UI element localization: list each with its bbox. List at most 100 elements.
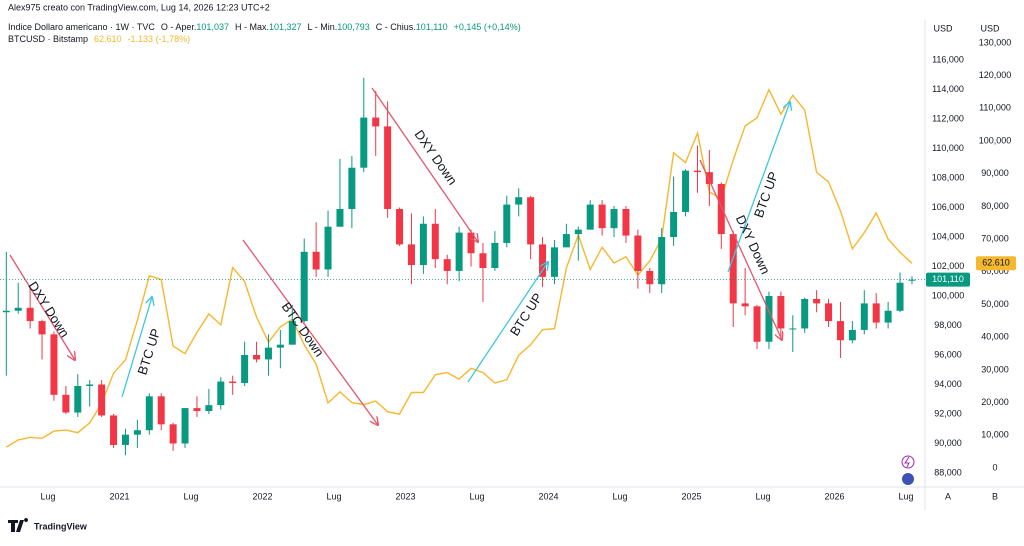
candle-body xyxy=(98,384,106,416)
author: Alex975 creato con TradingView.com, Lug … xyxy=(8,2,270,12)
y2-tick-label: 0 xyxy=(992,462,997,472)
candle-body xyxy=(610,209,618,229)
candle-body xyxy=(181,408,189,444)
annotation: BTC UP xyxy=(134,327,163,377)
candle-body xyxy=(443,259,451,271)
candle-body xyxy=(372,117,380,127)
x-tick-label: Lug xyxy=(612,491,627,501)
y2-tick-label: 40,000 xyxy=(981,332,1009,342)
y-tick-label: 98,000 xyxy=(934,320,962,330)
event-icon-bolt xyxy=(904,456,910,468)
candle-body xyxy=(825,303,833,322)
candle-body xyxy=(741,303,749,307)
legend-item: 101,327 xyxy=(269,22,302,32)
candle-body xyxy=(515,197,523,205)
candle-body xyxy=(241,355,249,384)
y2-tick-label: 70,000 xyxy=(981,234,1009,244)
x-tick-label: Lug xyxy=(326,491,341,501)
y2-tick-label: 100,000 xyxy=(979,135,1012,145)
legend-item: 101,110 xyxy=(416,22,448,32)
x-tick-label: 2021 xyxy=(109,491,129,501)
legend-item: Indice Dollaro americano · 1W · TVC xyxy=(8,22,155,32)
candle-body xyxy=(527,197,535,245)
plot xyxy=(2,77,916,456)
candle-body xyxy=(217,381,225,406)
annotation: DXY Down xyxy=(412,127,461,187)
candle-body xyxy=(264,347,272,360)
candle-body xyxy=(396,209,404,245)
candle-body xyxy=(360,117,368,168)
x-tick-label: 2024 xyxy=(538,491,558,501)
candle-body xyxy=(622,209,630,236)
candle-body xyxy=(157,396,165,425)
candle-body xyxy=(384,126,392,210)
candle-body xyxy=(634,235,642,271)
candle-body xyxy=(121,434,129,445)
y-tick-label: 94,000 xyxy=(934,379,962,389)
candle-body xyxy=(229,381,237,384)
candle-body xyxy=(765,296,773,342)
legend-item: 100,793 xyxy=(337,22,370,32)
candle-body xyxy=(110,415,118,445)
candle-body xyxy=(86,384,94,386)
candle-body xyxy=(658,237,666,285)
candle-body xyxy=(705,172,713,184)
candle-body xyxy=(145,396,153,431)
candle-body xyxy=(14,307,22,311)
annotation: BTC UP xyxy=(751,170,781,220)
legend-item: +0,145 (+0,14%) xyxy=(454,22,521,32)
candle-body xyxy=(813,298,821,304)
candle-body xyxy=(693,170,701,173)
x-tick-label: 2025 xyxy=(681,491,701,501)
candle-body xyxy=(205,405,213,412)
flag-icon[interactable] xyxy=(902,473,914,485)
candle-body xyxy=(789,328,797,330)
y-tick-label: 104,000 xyxy=(932,231,965,241)
y-tick-label: 102,000 xyxy=(932,261,965,271)
y-tick-label: 100,000 xyxy=(932,290,965,300)
candle-body xyxy=(729,234,737,304)
candle-body xyxy=(503,204,511,243)
y-tick-label: 112,000 xyxy=(932,113,964,123)
candle-body xyxy=(777,296,785,329)
y2-tick-label: 110,000 xyxy=(979,103,1011,113)
candle-body xyxy=(574,229,582,235)
x-tick-label: Lug xyxy=(755,491,770,501)
candle-body xyxy=(133,430,141,435)
y2-tick-label: 50,000 xyxy=(981,299,1009,309)
y2-axis-label: USD xyxy=(980,23,1000,33)
candle-body xyxy=(479,253,487,268)
legend-item: 62.610 xyxy=(94,34,122,44)
scale-button[interactable]: A xyxy=(945,491,951,501)
candle-body xyxy=(884,310,892,323)
candle-body xyxy=(62,394,70,413)
y-axis-label: USD xyxy=(933,23,953,33)
legend-item: BTCUSD · Bitstamp xyxy=(8,34,88,44)
scale-button[interactable]: B xyxy=(992,491,998,501)
y2-tick-label: 20,000 xyxy=(981,397,1009,407)
candle-body xyxy=(253,355,261,360)
candle-body xyxy=(324,226,332,270)
legend-item: -1.133 (-1,78%) xyxy=(128,34,191,44)
y-tick-label: 106,000 xyxy=(932,202,965,212)
annotation-arrows xyxy=(9,87,790,425)
x-tick-label: 2026 xyxy=(824,491,844,501)
candle-body xyxy=(550,247,558,277)
price-badge xyxy=(976,256,1016,271)
price-badge xyxy=(926,272,970,287)
candle-body xyxy=(908,279,916,281)
candle-body xyxy=(276,344,284,348)
candle-body xyxy=(801,298,809,329)
x-tick-label: Lug xyxy=(40,491,55,501)
event-icon[interactable] xyxy=(901,455,915,469)
x-tick-label: Lug xyxy=(183,491,198,501)
candle-body xyxy=(872,303,880,323)
x-tick-label: 2023 xyxy=(395,491,415,501)
candle-body xyxy=(169,424,177,444)
y2-tick-label: 130,000 xyxy=(979,37,1012,47)
candle-body xyxy=(336,209,344,227)
y-tick-label: 116,000 xyxy=(932,54,964,64)
candle-body xyxy=(38,321,46,335)
y-tick-label: 88,000 xyxy=(934,467,962,477)
y-tick-label: 96,000 xyxy=(934,349,962,359)
